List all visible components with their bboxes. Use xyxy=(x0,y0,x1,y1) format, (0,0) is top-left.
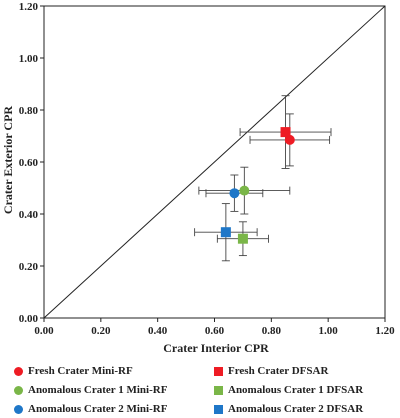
legend-item: Fresh Crater Mini-RF xyxy=(14,365,133,377)
legend-item: Fresh Crater DFSAR xyxy=(214,365,328,377)
x-tick-label: 0.40 xyxy=(148,325,168,337)
y-tick-label: 0.80 xyxy=(19,105,39,117)
x-tick-label: 1.00 xyxy=(319,325,339,337)
y-axis-label: Crater Exterior CPR xyxy=(1,106,15,215)
legend-item: Anomalous Crater 1 Mini-RF xyxy=(14,384,167,396)
legend-label: Anomalous Crater 1 DFSAR xyxy=(228,384,364,396)
x-tick-label: 1.20 xyxy=(375,325,395,337)
points-layer xyxy=(220,127,295,244)
chart-legend: Fresh Crater Mini-RF Fresh Crater DFSAR An… xyxy=(0,362,400,418)
legend-marker xyxy=(14,404,23,414)
x-tick-label: 0.60 xyxy=(205,325,225,337)
x-tick-label: 0.00 xyxy=(34,325,54,337)
legend-marker xyxy=(14,385,23,395)
data-point-circle xyxy=(229,188,240,199)
legend-marker xyxy=(214,404,223,414)
data-point-square xyxy=(237,233,248,244)
legend-marker xyxy=(14,366,23,376)
legend-marker xyxy=(214,366,223,376)
legend-label: Fresh Crater Mini-RF xyxy=(28,365,133,377)
data-point-circle xyxy=(284,134,295,145)
x-axis-label: Crater Interior CPR xyxy=(163,341,269,355)
one-to-one-line xyxy=(43,5,386,319)
legend-item: Anomalous Crater 2 Mini-RF xyxy=(14,403,167,415)
x-tick-label: 0.80 xyxy=(262,325,282,337)
chart-canvas: 0.00 0.20 0.40 0.60 0.80 1.00 1.20 0.00 0.20 0.40… xyxy=(1,1,395,355)
legend-item: Anomalous Crater 1 DFSAR xyxy=(214,384,363,396)
legend-label: Anomalous Crater 2 DFSAR xyxy=(228,403,364,415)
y-tick-label: 0.00 xyxy=(19,313,39,325)
y-tick-label: 0.40 xyxy=(19,209,39,221)
legend-label: Anomalous Crater 2 Mini-RF xyxy=(28,403,168,415)
data-point-square xyxy=(220,227,231,238)
legend-label: Anomalous Crater 1 Mini-RF xyxy=(28,384,168,396)
y-tick-label: 0.20 xyxy=(19,261,39,273)
data-point-square xyxy=(280,127,291,138)
ticks-layer: 0.00 0.20 0.40 0.60 0.80 1.00 1.20 0.00 0.20 0.40… xyxy=(19,1,395,337)
y-tick-label: 1.00 xyxy=(19,53,39,65)
y-tick-label: 0.60 xyxy=(19,157,39,169)
axes-layer xyxy=(43,5,386,319)
legend-item: Anomalous Crater 2 DFSAR xyxy=(214,403,363,415)
legend-marker xyxy=(214,385,223,395)
data-point-circle xyxy=(239,185,250,196)
x-tick-label: 0.20 xyxy=(91,325,111,337)
errorbar-layer xyxy=(194,95,332,262)
y-tick-label: 1.20 xyxy=(19,1,39,13)
legend-label: Fresh Crater DFSAR xyxy=(228,365,329,377)
